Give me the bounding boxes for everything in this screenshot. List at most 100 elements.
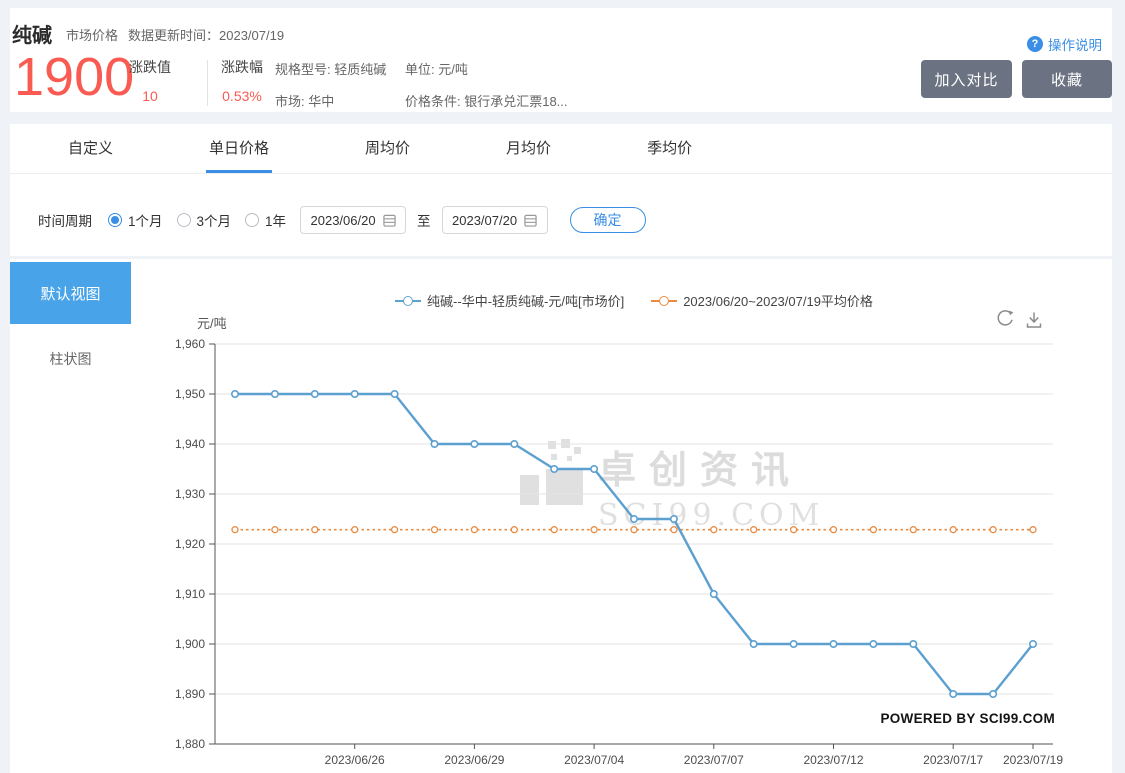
y-axis-label: 1,930 xyxy=(175,487,205,501)
x-axis-label: 2023/07/12 xyxy=(803,753,863,767)
spec-column: 规格型号: 轻质纯碱 市场: 华中 xyxy=(275,59,386,123)
change-pct: 0.53% xyxy=(222,88,262,104)
y-axis-label: 1,940 xyxy=(175,437,205,451)
data-point-marker xyxy=(550,465,559,474)
radio-unselected-icon xyxy=(245,213,260,227)
start-date-input[interactable]: 2023/06/20 xyxy=(300,206,407,234)
divider xyxy=(207,60,208,106)
data-point-marker xyxy=(510,440,519,449)
y-axis-label: 1,890 xyxy=(175,687,205,701)
time-filter-row: 时间周期 1个月 3个月 1年 2023/06/20 至 2023/07/20 … xyxy=(38,206,646,234)
confirm-button[interactable]: 确定 xyxy=(569,207,646,233)
update-time-value: 2023/07/19 xyxy=(219,28,285,43)
market-text: 市场: 华中 xyxy=(275,94,335,109)
tabs-card: 自定义 单日价格 周均价 月均价 季均价 时间周期 1个月 3个月 1年 202… xyxy=(10,124,1112,256)
product-title: 纯碱 xyxy=(12,25,52,47)
start-date-value: 2023/06/20 xyxy=(310,212,376,228)
chart-legend: 纯碱--华中-轻质纯碱-元/吨[市场价] 2023/06/20~2023/07/… xyxy=(215,291,1053,310)
price-category-label: 市场价格 xyxy=(66,28,119,43)
average-marker xyxy=(311,526,319,534)
average-marker xyxy=(750,526,758,534)
sidebar-item-bar-chart[interactable]: 柱状图 xyxy=(49,351,92,367)
end-date-input[interactable]: 2023/07/20 xyxy=(441,206,548,234)
data-point-marker xyxy=(1028,639,1037,648)
calendar-icon xyxy=(524,214,537,227)
data-point-marker xyxy=(829,639,838,648)
unit-column: 单位: 元/吨 价格条件: 银行承兑汇票18... xyxy=(405,59,568,123)
data-point-marker xyxy=(270,389,279,398)
average-marker xyxy=(989,526,997,534)
refresh-icon[interactable] xyxy=(995,309,1015,329)
radio-3month[interactable]: 3个月 xyxy=(176,210,231,230)
to-label: 至 xyxy=(417,214,431,229)
average-marker xyxy=(869,526,878,534)
data-point-marker xyxy=(629,515,638,524)
update-time: 数据更新时间：2023/07/19 xyxy=(128,25,284,44)
tab-monthly-avg[interactable]: 月均价 xyxy=(506,140,552,157)
update-time-label: 数据更新时间： xyxy=(128,28,220,43)
y-axis-label: 1,900 xyxy=(175,637,205,651)
powered-by-text: POWERED BY SCI99.COM xyxy=(880,711,1055,726)
change-pct-label: 涨跌幅 xyxy=(221,59,263,75)
radio-1year[interactable]: 1年 xyxy=(245,210,286,230)
change-value-block: 涨跌值 10 xyxy=(122,57,178,104)
tab-custom[interactable]: 自定义 xyxy=(68,140,114,157)
average-marker xyxy=(550,526,558,534)
average-marker xyxy=(829,526,838,534)
calendar-icon xyxy=(382,214,396,227)
tab-quarterly-avg[interactable]: 季均价 xyxy=(647,140,693,157)
help-link[interactable]: ? 操作说明 xyxy=(1027,34,1102,54)
data-point-marker xyxy=(590,465,599,474)
header-card: 纯碱 市场价格 数据更新时间：2023/07/19 1900 涨跌值 10 涨跌… xyxy=(10,8,1112,112)
data-point-marker xyxy=(669,515,678,524)
x-axis-label: 2023/07/07 xyxy=(684,753,744,767)
data-point-marker xyxy=(949,689,958,698)
y-axis-label: 1,950 xyxy=(175,387,205,401)
x-axis-label: 2023/07/04 xyxy=(564,753,624,767)
period-label: 时间周期 xyxy=(38,214,92,229)
radio-1year-label: 1年 xyxy=(265,214,287,229)
sidebar-item-default-view[interactable]: 默认视图 xyxy=(10,262,131,324)
average-marker xyxy=(231,526,239,534)
data-point-marker xyxy=(909,639,918,648)
end-date-value: 2023/07/20 xyxy=(452,212,518,228)
radio-unselected-icon xyxy=(176,213,191,227)
condition-text: 价格条件: 银行承兑汇票18... xyxy=(405,94,568,109)
price-line-chart[interactable]: 1,880 1,890 1,900 1,910 1,920 1,930 1,940 1,950… xyxy=(160,329,1110,773)
y-axis-label: 1,880 xyxy=(175,737,205,751)
current-price: 1900 xyxy=(14,47,135,107)
question-mark-icon: ? xyxy=(1027,36,1043,52)
legend-item-market-price[interactable]: 纯碱--华中-轻质纯碱-元/吨[市场价] xyxy=(395,291,624,310)
tab-weekly-avg[interactable]: 周均价 xyxy=(365,140,411,157)
spec-text: 规格型号: 轻质纯碱 xyxy=(275,62,387,77)
add-compare-button[interactable]: 加入对比 xyxy=(921,60,1012,98)
change-pct-block: 涨跌幅 0.53% xyxy=(214,57,270,104)
favorite-button[interactable]: 收藏 xyxy=(1022,60,1112,98)
y-axis-label: 1,920 xyxy=(175,537,205,551)
data-point-marker xyxy=(749,639,758,648)
help-label: 操作说明 xyxy=(1048,38,1102,53)
line-circle-marker-icon xyxy=(395,295,422,306)
x-axis-label: 2023/06/29 xyxy=(444,753,504,767)
data-point-marker xyxy=(709,589,718,598)
data-point-marker xyxy=(310,389,319,398)
unit-text: 单位: 元/吨 xyxy=(405,62,468,77)
data-point-marker xyxy=(430,440,439,449)
download-icon[interactable] xyxy=(1024,310,1044,330)
radio-selected-icon xyxy=(108,213,122,227)
average-marker xyxy=(430,526,439,534)
average-marker xyxy=(590,526,598,534)
data-point-marker xyxy=(989,689,998,698)
tab-daily-price[interactable]: 单日价格 xyxy=(206,124,273,173)
radio-1month-label: 1个月 xyxy=(128,214,163,229)
x-axis-label: 2023/07/19 xyxy=(1003,753,1063,767)
x-axis-label: 2023/06/26 xyxy=(325,753,385,767)
average-marker xyxy=(670,526,678,534)
average-marker xyxy=(390,526,399,534)
data-point-marker xyxy=(869,639,878,648)
data-point-marker xyxy=(390,389,399,398)
change-value: 10 xyxy=(142,88,158,104)
legend-item-average-price[interactable]: 2023/06/20~2023/07/19平均价格 xyxy=(651,291,873,310)
radio-1month[interactable]: 1个月 xyxy=(108,210,163,230)
data-point-marker xyxy=(231,389,240,398)
